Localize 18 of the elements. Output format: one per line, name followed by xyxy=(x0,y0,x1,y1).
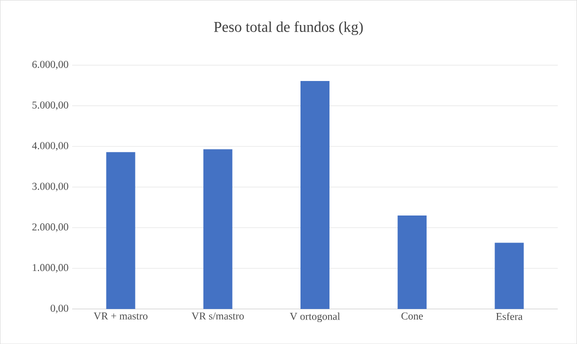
x-tick-label: Cone xyxy=(401,312,423,320)
x-tick-label: V ortogonal xyxy=(290,312,340,322)
bar xyxy=(398,215,427,309)
bar xyxy=(203,149,232,309)
y-tick-label: 1.000,00 xyxy=(32,264,68,273)
y-tick-label: 3.000,00 xyxy=(32,182,68,192)
bar xyxy=(494,242,524,309)
x-tick-label: VR + mastro xyxy=(94,312,148,320)
bar xyxy=(300,80,330,309)
x-tick-label: VR s/mastro xyxy=(192,312,244,320)
y-tick-label: 2.000,00 xyxy=(32,223,68,232)
chart-title: Peso total de fundos (kg) xyxy=(214,21,363,35)
x-tick-label: Esfera xyxy=(496,312,523,320)
y-tick-label: 4.000,00 xyxy=(32,142,68,151)
bar xyxy=(106,152,136,309)
y-tick-label: 5.000,00 xyxy=(32,101,68,110)
y-tick-label: 6.000,00 xyxy=(32,60,68,70)
y-tick-label: 0,00 xyxy=(50,304,68,314)
